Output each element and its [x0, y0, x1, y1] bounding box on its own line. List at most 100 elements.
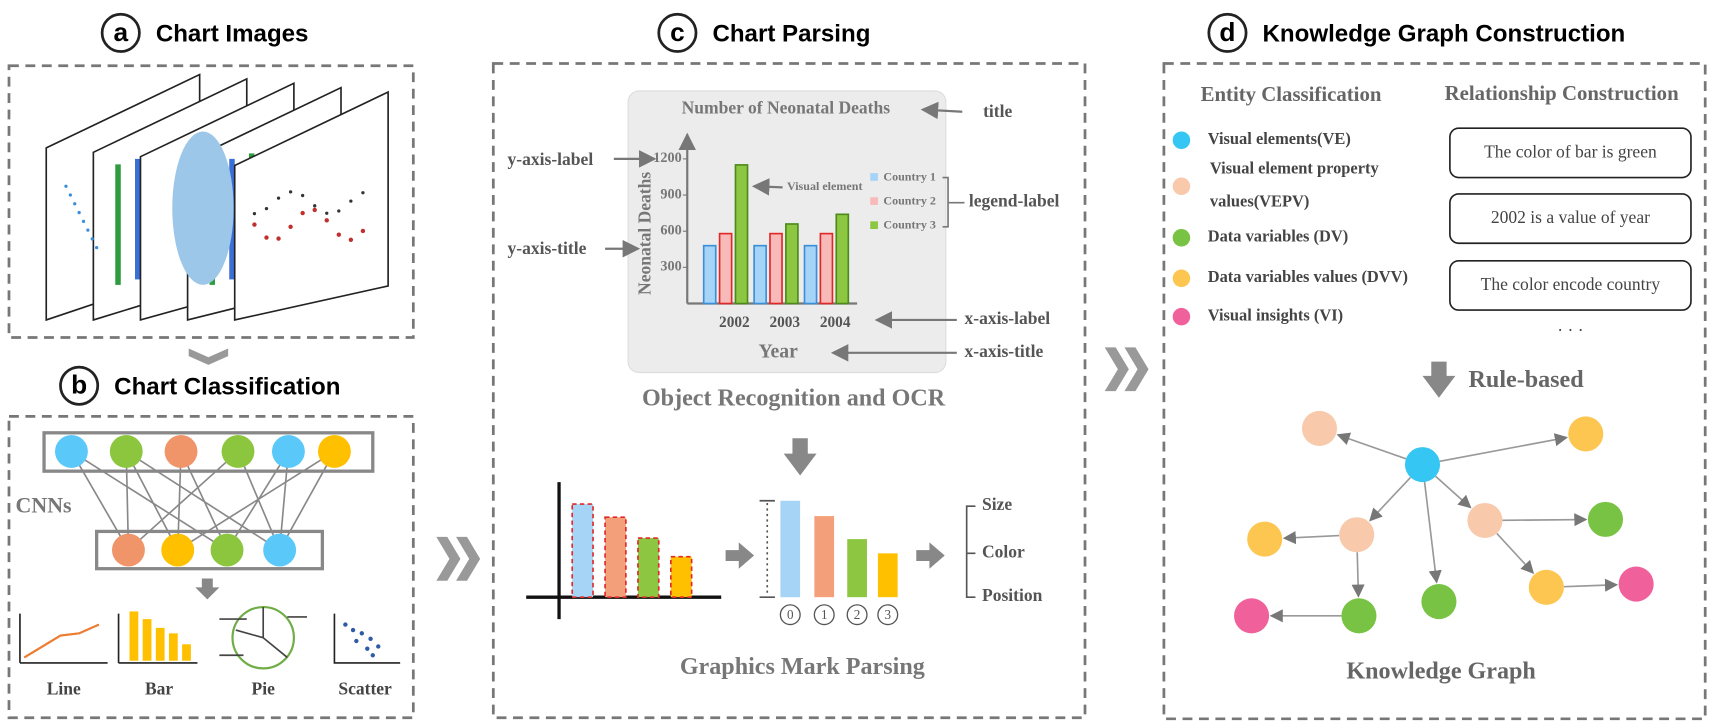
heading: Relationship Construction — [1445, 81, 1679, 105]
bar — [803, 244, 818, 305]
thumb-bar — [135, 158, 141, 280]
letter-badge — [59, 365, 100, 406]
connector — [920, 101, 963, 120]
property: Color — [982, 541, 1025, 561]
line-icon — [19, 613, 108, 664]
y-axis-title: Neonatal Deaths — [635, 172, 655, 295]
graph-edge — [1496, 532, 1535, 575]
entity-dot — [1172, 177, 1191, 196]
graph-node — [1247, 521, 1283, 557]
graph-node — [1568, 416, 1604, 452]
thumb-dot — [324, 218, 329, 223]
connector — [278, 451, 290, 551]
thumb-dot — [77, 210, 81, 215]
connector — [127, 450, 239, 551]
bar-icon — [182, 644, 191, 661]
entity-label: Data variables (DV) — [1208, 227, 1348, 246]
thumb-dot — [361, 191, 365, 195]
scatter-icon — [343, 622, 348, 627]
graph-node — [1341, 598, 1377, 634]
chart-type-label: Bar — [145, 678, 173, 698]
thumb-dot — [95, 245, 99, 250]
scatter-icon — [370, 653, 375, 658]
detected-mark — [637, 537, 660, 599]
index-badge — [846, 604, 868, 626]
thumb-dot — [288, 190, 293, 194]
neuron — [55, 435, 88, 468]
thumb-dot — [81, 219, 86, 223]
entity-dot — [1172, 131, 1191, 150]
connector — [751, 178, 783, 196]
chart-image — [233, 90, 389, 321]
thumb-pie — [172, 131, 234, 285]
scatter-icon — [350, 627, 356, 633]
panel-letter: d — [1219, 17, 1235, 47]
letter-badge — [657, 12, 698, 53]
connector — [226, 451, 290, 551]
neuron — [271, 435, 305, 468]
connector — [70, 451, 130, 551]
thumb-dot — [64, 184, 68, 188]
connector — [237, 451, 281, 551]
legend-swatch — [870, 197, 878, 205]
bar — [753, 244, 767, 305]
neuron — [210, 533, 244, 567]
entity-label: Data variables values (DVV) — [1208, 267, 1408, 286]
index-badge — [877, 604, 899, 626]
thumb-dot — [300, 210, 305, 216]
graph-node — [1467, 502, 1503, 539]
scatter-icon — [365, 646, 370, 651]
parsed-mark — [877, 553, 898, 598]
neuron — [109, 435, 143, 468]
heading: Entity Classification — [1201, 82, 1382, 106]
neuron — [263, 533, 297, 567]
mark-index: 3 — [884, 607, 891, 622]
graph-node — [1528, 569, 1564, 605]
relation-box — [1449, 127, 1692, 179]
entity-label: Visual insights (VI) — [1208, 305, 1343, 324]
graph-edge — [1423, 481, 1442, 584]
graph-title: Knowledge Graph — [1346, 658, 1536, 684]
thumb-dot — [90, 237, 94, 241]
connector — [125, 451, 130, 551]
parsed-mark — [814, 516, 835, 598]
graph-edge — [1369, 476, 1412, 522]
graph-edge — [1435, 475, 1472, 509]
x-tick-label: 2004 — [820, 314, 851, 331]
legend-swatch — [870, 173, 878, 181]
thumb-dot — [252, 212, 257, 216]
index-badge — [779, 604, 801, 626]
index-badge — [813, 604, 835, 626]
thumb-dot — [360, 228, 366, 234]
thumb-dot — [276, 196, 281, 200]
rule-label: Rule-based — [1469, 367, 1585, 393]
scatter-icon — [359, 631, 365, 636]
panel-title: Knowledge Graph Construction — [1263, 20, 1626, 47]
scatter-axes — [333, 613, 401, 664]
neuron — [221, 435, 255, 468]
callout: legend-label — [969, 191, 1060, 211]
bar — [718, 232, 733, 305]
entity-dot — [1172, 307, 1191, 326]
network-label: CNNs — [16, 492, 72, 517]
bar — [702, 244, 717, 305]
chart-type-label: Pie — [252, 678, 276, 698]
connector — [125, 450, 281, 551]
graph-edge — [1439, 433, 1568, 463]
parsed-mark — [847, 539, 867, 598]
property: Size — [982, 494, 1012, 514]
callout: title — [983, 101, 1012, 121]
neuron — [317, 435, 351, 468]
bar — [819, 232, 834, 305]
detected-mark — [571, 503, 594, 599]
mark-index: 1 — [821, 607, 828, 622]
down-arrow — [783, 438, 817, 476]
neuron — [161, 533, 195, 567]
bar-icon — [129, 611, 139, 661]
bracket — [965, 505, 976, 599]
panel-letter: b — [71, 370, 87, 400]
detected-mark — [604, 516, 627, 599]
graph-edge — [1282, 531, 1340, 545]
bar — [785, 223, 799, 305]
